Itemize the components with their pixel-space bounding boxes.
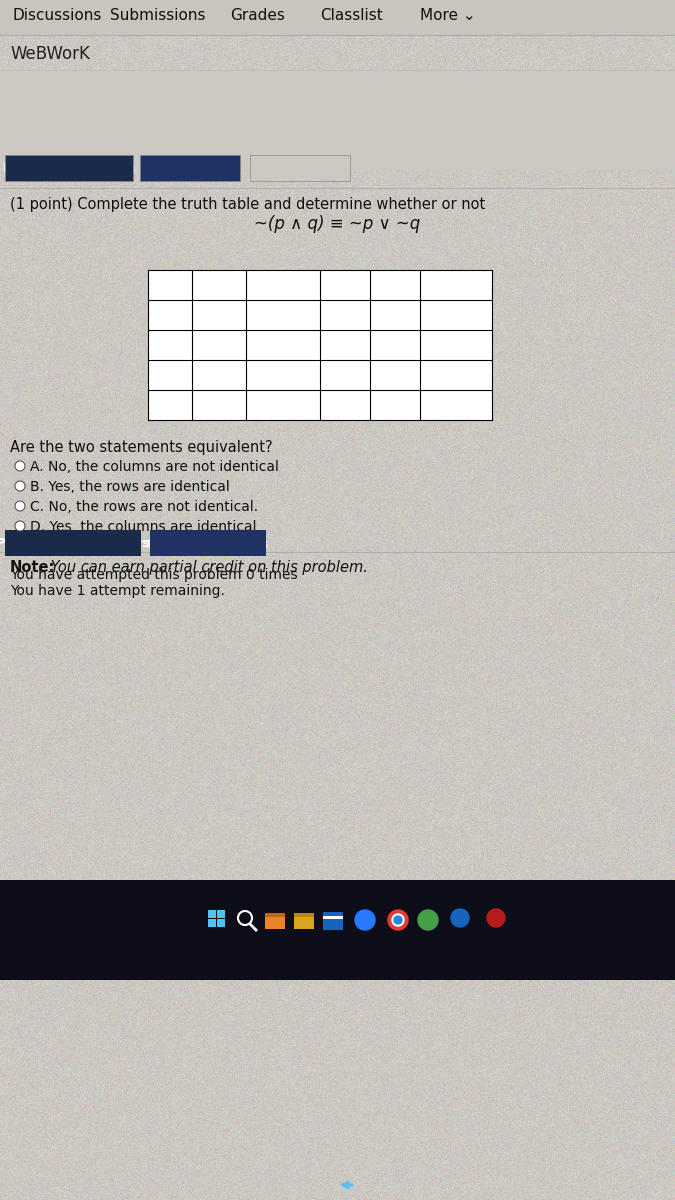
Circle shape	[15, 521, 25, 530]
Text: Problem List: Problem List	[143, 162, 237, 175]
Text: Are the two statements equivalent?: Are the two statements equivalent?	[10, 440, 273, 455]
Text: WeBWorK: WeBWorK	[10, 44, 90, 62]
Bar	[294, 917, 314, 929]
Text: F T: F T	[160, 365, 180, 378]
Bar	[294, 913, 314, 928]
Text: Preview My Answers: Preview My Answers	[0, 538, 150, 551]
Text: Submissions: Submissions	[110, 8, 205, 23]
Text: ~(p∧q): ~(p∧q)	[259, 274, 307, 287]
Bar	[0, 880, 675, 980]
Text: D. Yes, the columns are identical: D. Yes, the columns are identical	[30, 520, 256, 534]
Circle shape	[355, 910, 375, 930]
Text: A. No, the columns are not identical: A. No, the columns are not identical	[30, 460, 279, 474]
Text: C. No, the rows are not identical.: C. No, the rows are not identical.	[30, 500, 258, 514]
Text: ~q: ~q	[385, 274, 405, 287]
Circle shape	[388, 910, 408, 930]
Text: ~p∨~q: ~p∨~q	[431, 274, 481, 287]
Circle shape	[15, 481, 25, 491]
Text: ~p: ~p	[335, 274, 355, 287]
Circle shape	[487, 910, 505, 926]
Bar	[208, 919, 216, 926]
Bar	[0, 70, 675, 170]
Bar	[5, 530, 141, 556]
Text: T T: T T	[160, 305, 180, 318]
Text: 45: 45	[489, 914, 503, 924]
Text: Classlist: Classlist	[320, 8, 383, 23]
Circle shape	[418, 910, 438, 930]
Text: Discussions: Discussions	[12, 8, 101, 23]
Bar	[208, 910, 216, 918]
Bar	[265, 913, 285, 928]
Text: Grades: Grades	[230, 8, 285, 23]
Circle shape	[15, 502, 25, 511]
Bar	[217, 910, 225, 918]
Bar	[250, 155, 350, 181]
Bar	[265, 917, 285, 929]
Bar	[323, 916, 343, 919]
Text: You have attempted this problem 0 times: You have attempted this problem 0 times	[10, 568, 298, 582]
Bar	[140, 155, 240, 181]
Text: B. Yes, the rows are identical: B. Yes, the rows are identical	[30, 480, 230, 494]
Text: You can earn partial credit on this problem.: You can earn partial credit on this prob…	[46, 560, 368, 575]
Text: (1 point) Complete the truth table and determine whether or not: (1 point) Complete the truth table and d…	[10, 197, 485, 212]
Bar	[148, 270, 492, 420]
Text: Submit Answers: Submit Answers	[147, 538, 269, 551]
Text: Next Problem: Next Problem	[255, 162, 345, 175]
Text: p∧q: p∧q	[206, 274, 232, 287]
Bar	[150, 530, 266, 556]
Circle shape	[451, 910, 469, 926]
Bar	[0, 0, 675, 35]
Text: 26: 26	[453, 914, 466, 924]
Text: More ⌄: More ⌄	[420, 8, 476, 23]
Text: F F: F F	[160, 395, 180, 408]
Circle shape	[15, 461, 25, 470]
Bar	[5, 155, 133, 181]
Text: Previous Problem: Previous Problem	[3, 162, 135, 175]
Text: You have 1 attempt remaining.: You have 1 attempt remaining.	[10, 584, 225, 598]
Bar	[217, 919, 225, 926]
Text: p q: p q	[159, 274, 180, 287]
Circle shape	[394, 916, 402, 924]
Circle shape	[392, 914, 404, 926]
Text: Note:: Note:	[10, 560, 55, 575]
Text: T F: T F	[160, 335, 180, 348]
Bar	[323, 912, 343, 930]
Text: ~(p ∧ q) ≡ ~p ∨ ~q: ~(p ∧ q) ≡ ~p ∨ ~q	[254, 215, 420, 233]
